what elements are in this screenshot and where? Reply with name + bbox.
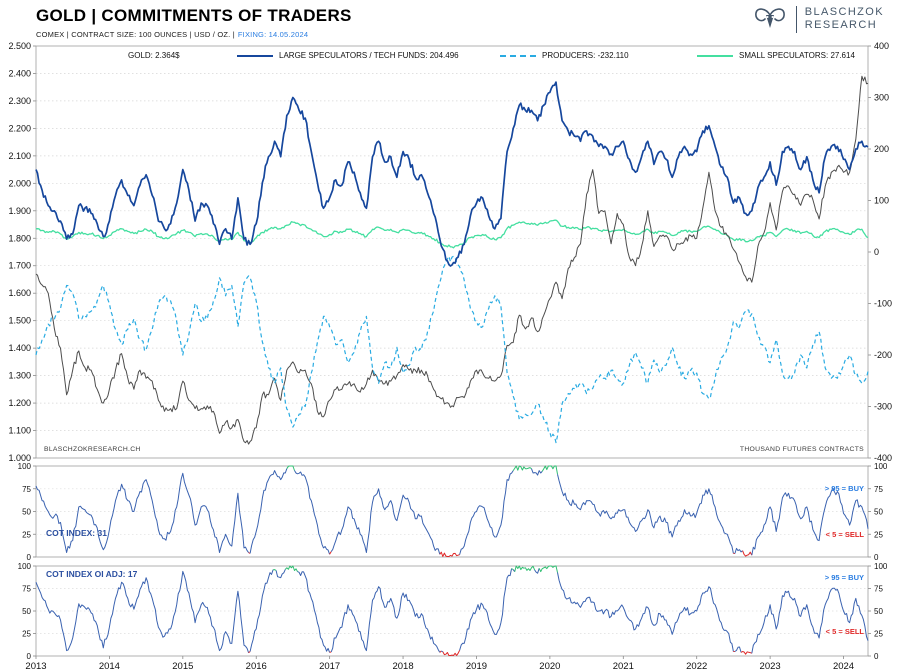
svg-text:75: 75 (22, 585, 31, 594)
legend-producers: PRODUCERS: -232.110 (500, 51, 629, 60)
svg-text:2022: 2022 (686, 661, 707, 671)
large-speculators-line-swatch (237, 54, 273, 57)
svg-text:1.100: 1.100 (8, 426, 31, 436)
svg-text:50: 50 (874, 508, 883, 517)
svg-text:1.500: 1.500 (8, 316, 31, 326)
legend-gold-label: GOLD: 2.364$ (128, 51, 180, 60)
cot-index-oi-label: COT INDEX OI ADJ: 17 (46, 569, 138, 579)
svg-text:2.400: 2.400 (8, 68, 31, 78)
watermark-site: BLASCHZOKRESEARCH.CH (44, 446, 141, 453)
legend-gold: GOLD: 2.364$ (128, 51, 180, 60)
svg-text:2020: 2020 (539, 661, 560, 671)
svg-text:2014: 2014 (99, 661, 120, 671)
svg-text:2021: 2021 (613, 661, 634, 671)
chart-legend: GOLD: 2.364$ LARGE SPECULATORS / TECH FU… (0, 51, 900, 65)
blaschzok-logo: BLASCHZOK RESEARCH (752, 5, 884, 33)
buy-threshold-label-1: > 95 = BUY (824, 484, 864, 493)
svg-text:-200: -200 (874, 350, 892, 360)
svg-text:100: 100 (874, 562, 888, 571)
contract-subtitle: COMEX | CONTRACT SIZE: 100 OUNCES | USD … (36, 30, 308, 39)
svg-text:50: 50 (874, 607, 883, 616)
svg-text:25: 25 (874, 630, 883, 639)
logo-text: BLASCHZOK RESEARCH (805, 6, 884, 32)
svg-text:2.300: 2.300 (8, 96, 31, 106)
svg-text:50: 50 (22, 508, 31, 517)
logo-separator (795, 5, 797, 33)
svg-text:75: 75 (874, 485, 883, 494)
svg-text:100: 100 (874, 196, 889, 206)
svg-text:-300: -300 (874, 402, 892, 412)
legend-large-speculators-label: LARGE SPECULATORS / TECH FUNDS: 204.496 (279, 51, 459, 60)
svg-text:-400: -400 (874, 453, 892, 463)
svg-text:1.800: 1.800 (8, 233, 31, 243)
svg-text:400: 400 (874, 41, 889, 51)
legend-small-speculators: SMALL SPECULATORS: 27.614 (697, 51, 855, 60)
svg-text:1.700: 1.700 (8, 261, 31, 271)
svg-text:2019: 2019 (466, 661, 487, 671)
svg-text:1.900: 1.900 (8, 206, 31, 216)
svg-text:2013: 2013 (25, 661, 46, 671)
fixing-date: FIXING: 14.05.2024 (237, 30, 309, 39)
svg-text:0: 0 (874, 652, 879, 661)
svg-text:2016: 2016 (246, 661, 267, 671)
svg-text:1.300: 1.300 (8, 371, 31, 381)
svg-text:100: 100 (874, 462, 888, 471)
svg-text:200: 200 (874, 144, 889, 154)
svg-text:75: 75 (22, 485, 31, 494)
ibex-skull-icon (754, 8, 785, 28)
svg-text:300: 300 (874, 93, 889, 103)
producers-line-swatch (500, 54, 536, 57)
svg-text:100: 100 (18, 462, 32, 471)
sell-threshold-label-1: < 5 = SELL (825, 530, 864, 539)
svg-text:2.100: 2.100 (8, 151, 31, 161)
svg-text:2024: 2024 (833, 661, 854, 671)
buy-threshold-label-2: > 95 = BUY (824, 573, 864, 582)
legend-large-speculators: LARGE SPECULATORS / TECH FUNDS: 204.496 (237, 51, 459, 60)
svg-text:50: 50 (22, 607, 31, 616)
svg-text:25: 25 (22, 530, 31, 539)
right-axis-unit-label: THOUSAND FUTURES CONTRACTS (739, 446, 864, 453)
legend-small-speculators-label: SMALL SPECULATORS: 27.614 (739, 51, 855, 60)
svg-text:2023: 2023 (760, 661, 781, 671)
svg-text:0: 0 (874, 247, 879, 257)
svg-text:25: 25 (874, 530, 883, 539)
svg-text:2015: 2015 (172, 661, 193, 671)
svg-text:25: 25 (22, 630, 31, 639)
cot-index-label: COT INDEX: 31 (46, 528, 107, 538)
svg-text:2.500: 2.500 (8, 41, 31, 51)
svg-text:0: 0 (27, 553, 32, 562)
contract-spec-text: COMEX | CONTRACT SIZE: 100 OUNCES | USD … (36, 30, 235, 39)
logo-line1: BLASCHZOK (804, 6, 884, 18)
svg-text:1.400: 1.400 (8, 343, 31, 353)
svg-text:1.200: 1.200 (8, 398, 31, 408)
svg-text:2.000: 2.000 (8, 178, 31, 188)
svg-text:1.600: 1.600 (8, 288, 31, 298)
svg-text:0: 0 (874, 553, 879, 562)
svg-text:1.000: 1.000 (8, 453, 31, 463)
legend-producers-label: PRODUCERS: -232.110 (542, 51, 629, 60)
svg-text:75: 75 (874, 585, 883, 594)
svg-text:0: 0 (27, 652, 32, 661)
sell-threshold-label-2: < 5 = SELL (825, 627, 864, 636)
page-title: GOLD | COMMITMENTS OF TRADERS (36, 6, 352, 25)
svg-text:2018: 2018 (392, 661, 413, 671)
svg-text:100: 100 (18, 562, 32, 571)
small-speculators-line-swatch (697, 54, 733, 57)
svg-text:-100: -100 (874, 299, 892, 309)
logo-line2: RESEARCH (804, 19, 878, 31)
svg-text:2.200: 2.200 (8, 123, 31, 133)
svg-text:2017: 2017 (319, 661, 340, 671)
